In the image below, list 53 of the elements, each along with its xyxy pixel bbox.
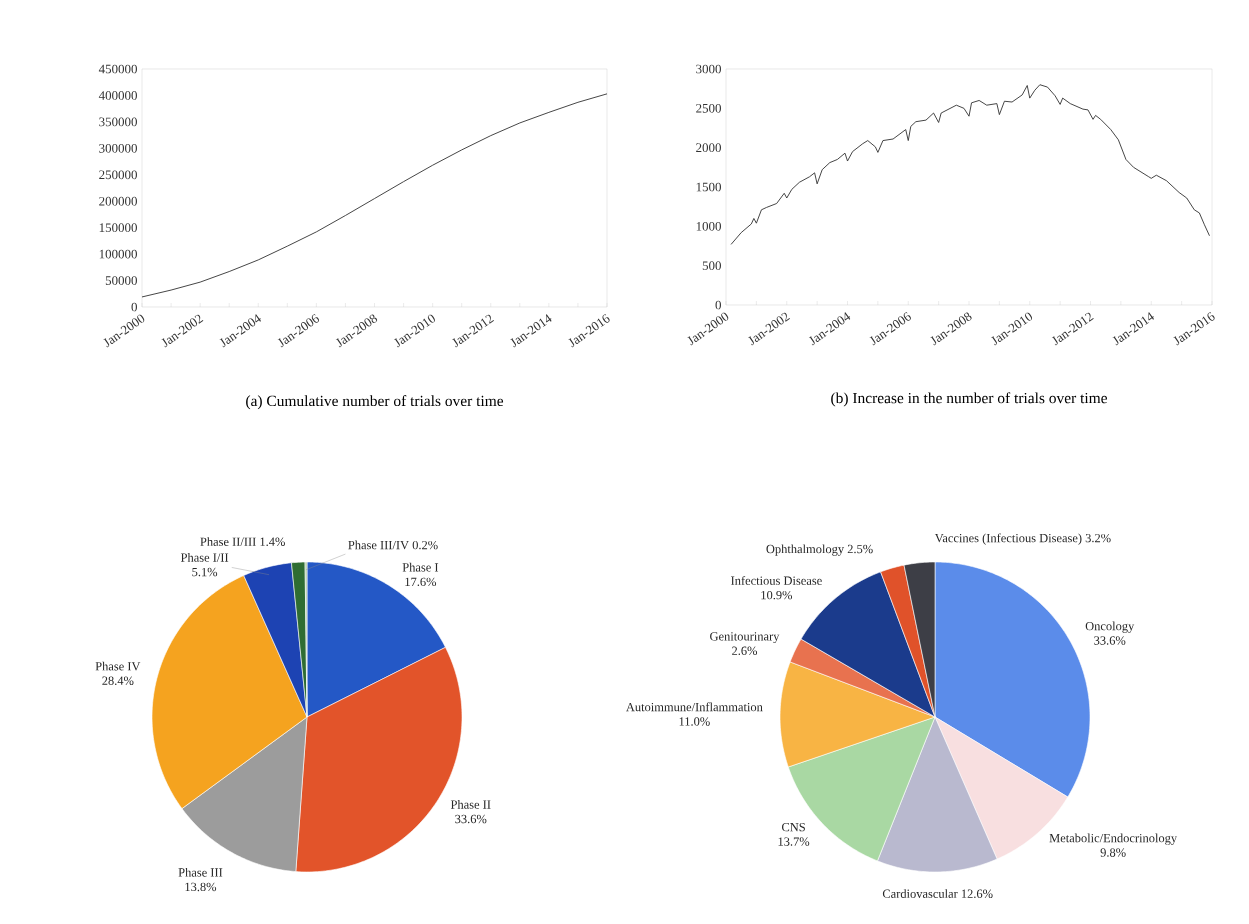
slice-label: Vaccines (Infectious Disease) xyxy=(934,533,1082,545)
slice-label: Phase I xyxy=(402,562,439,572)
data-label: 12.6% xyxy=(961,889,993,898)
data-label: 10.9% xyxy=(761,590,793,600)
y-tick-label: 2000 xyxy=(696,143,721,153)
slice-label: Phase III/IV xyxy=(348,540,409,550)
slice-label: Metabolic/Endocrinology xyxy=(1049,833,1178,845)
slice-label: Genitourinary xyxy=(710,632,780,644)
data-label: 28.4% xyxy=(102,676,134,685)
y-tick-label: 250000 xyxy=(99,170,137,180)
y-tick-label: 350000 xyxy=(99,117,137,127)
slice-label: Infectious Disease xyxy=(731,575,822,585)
data-label: 1.4% xyxy=(260,537,285,546)
data-label: 5.1% xyxy=(192,567,218,577)
slice-label: Phase II xyxy=(450,800,491,809)
slice-label: Phase IV xyxy=(95,661,141,671)
slice-label: Autoimmune/Inflammation xyxy=(626,702,763,712)
y-tick-label: 1500 xyxy=(696,182,721,192)
data-label: 13.8% xyxy=(185,882,217,892)
text: (a) Cumulative number of trials over time xyxy=(246,395,504,410)
data-label: 9.8% xyxy=(1100,848,1126,857)
text: (b) Increase in the number of trials over time xyxy=(831,392,1107,407)
line-series xyxy=(141,93,608,298)
y-tick-label: 1000 xyxy=(696,221,721,231)
slice-label: Phase I/II xyxy=(180,553,229,562)
slice-label: Oncology xyxy=(1085,621,1135,633)
y-tick-label: 0 xyxy=(715,300,721,310)
slice-label: Ophthalmology xyxy=(766,544,845,556)
data-label: 3.2% xyxy=(1085,533,1111,543)
y-tick-label: 200000 xyxy=(99,196,137,206)
y-tick-label: 150000 xyxy=(99,223,137,233)
y-tick-label: 50000 xyxy=(105,276,137,285)
data-label: 11.0% xyxy=(679,717,710,726)
data-label: 13.7% xyxy=(778,837,810,846)
data-label: 2.6% xyxy=(732,646,758,656)
y-tick-label: 500 xyxy=(702,261,721,271)
slice-label: CNS xyxy=(781,822,805,832)
data-label: 0.2% xyxy=(412,540,438,550)
data-label: 33.6% xyxy=(455,814,487,824)
y-tick-label: 2500 xyxy=(696,103,721,113)
slice-label: Phase III xyxy=(178,867,223,877)
y-tick-label: 450000 xyxy=(98,64,137,74)
slice-label: Phase II/III xyxy=(200,537,256,546)
slice-label: Cardiovascular xyxy=(882,889,958,898)
y-tick-label: 3000 xyxy=(696,64,721,74)
y-tick-label: 400000 xyxy=(98,91,137,100)
y-tick-label: 300000 xyxy=(99,143,137,153)
data-label: 33.6% xyxy=(1094,636,1126,645)
line-series xyxy=(730,84,1210,245)
y-tick-label: 0 xyxy=(131,302,137,312)
data-label: 17.6% xyxy=(405,577,437,587)
y-tick-label: 100000 xyxy=(99,249,137,259)
data-label: 2.5% xyxy=(847,544,873,554)
